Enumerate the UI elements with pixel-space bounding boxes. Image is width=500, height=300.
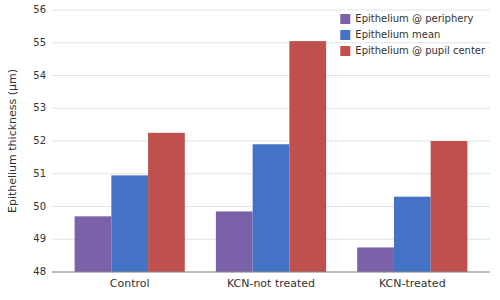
legend-swatch	[340, 46, 350, 56]
grid-line	[52, 42, 490, 43]
legend-label: Epithelium @ periphery	[355, 13, 473, 24]
grid-line	[52, 108, 490, 109]
x-tick-label: Control	[110, 277, 150, 290]
y-tick-label: 56	[33, 4, 46, 15]
grid-line	[52, 141, 490, 142]
grid-line	[52, 272, 490, 273]
legend-item: Epithelium @ periphery	[340, 13, 473, 24]
y-tick-label: 53	[33, 102, 46, 113]
grid-line	[52, 75, 490, 76]
y-tick-label: 52	[33, 135, 46, 146]
x-tick-label: KCN-treated	[379, 277, 446, 290]
bar	[394, 197, 431, 272]
bar	[148, 133, 185, 272]
y-tick-label: 48	[33, 266, 46, 277]
bar	[431, 141, 468, 272]
legend-item: Epithelium mean	[340, 29, 440, 40]
y-tick-label: 49	[33, 233, 46, 244]
x-axis-line	[52, 272, 490, 273]
page: {"chart_data": {"type": "bar", "categori…	[0, 0, 500, 300]
y-axis: 48 49 50 51 52 53 54 55 56	[33, 4, 46, 277]
legend-label: Epithelium @ pupil center	[355, 45, 486, 56]
legend-label: Epithelium mean	[355, 29, 440, 40]
chart: 48 49 50 51 52 53 54 55 56 Epithelium thickness (…	[0, 0, 500, 300]
chart-container: 48 49 50 51 52 53 54 55 56 Epithelium thickness (…	[0, 0, 500, 300]
x-axis: Control KCN-not treated KCN-treated	[52, 272, 490, 290]
grid-line	[52, 10, 490, 11]
legend: Epithelium @ periphery Epithelium mean Epi…	[340, 13, 486, 56]
bar	[253, 144, 290, 272]
y-axis-label: Epithelium thickness (μm)	[6, 69, 19, 213]
y-tick-label: 50	[33, 201, 46, 212]
legend-item: Epithelium @ pupil center	[340, 45, 486, 56]
legend-swatch	[340, 14, 350, 24]
y-tick-label: 55	[33, 37, 46, 48]
y-tick-label: 54	[33, 70, 46, 81]
legend-swatch	[340, 30, 350, 40]
bar	[289, 41, 326, 272]
bar	[216, 211, 253, 272]
bar	[357, 247, 394, 272]
x-tick-label: KCN-not treated	[227, 277, 315, 290]
y-tick-label: 51	[33, 168, 46, 179]
bar	[111, 175, 148, 272]
bars	[75, 41, 468, 272]
bar	[75, 216, 112, 272]
